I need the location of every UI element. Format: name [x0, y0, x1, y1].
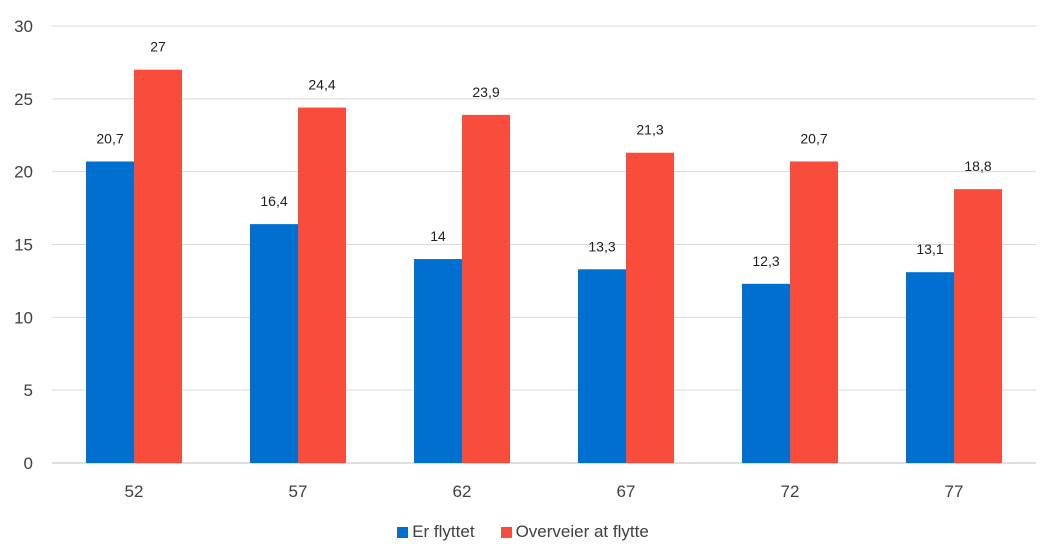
- data-label-er-flyttet-67: 13,3: [588, 238, 615, 254]
- x-axis-ticks: 52 57 62 67 72 77: [125, 482, 964, 501]
- bar-er-flyttet-52: [86, 161, 134, 463]
- data-label-overveier-at-flytte-67: 21,3: [636, 122, 663, 138]
- bar-er-flyttet-77: [906, 272, 954, 463]
- legend-item-er-flyttet: Er flyttet: [397, 522, 475, 542]
- bar-overveier-at-flytte-72: [790, 161, 838, 463]
- y-tick-label: 25: [14, 90, 33, 109]
- y-tick-label: 15: [14, 236, 33, 255]
- y-tick-label: 5: [24, 381, 33, 400]
- legend-swatch-er-flyttet: [397, 526, 409, 538]
- data-label-overveier-at-flytte-52: 27: [150, 39, 166, 55]
- legend-label-er-flyttet: Er flyttet: [412, 522, 475, 541]
- x-tick-label: 62: [453, 482, 472, 501]
- data-label-er-flyttet-62: 14: [430, 228, 446, 244]
- legend: Er flyttet Overveier at flytte: [0, 522, 1046, 542]
- bar-overveier-at-flytte-62: [462, 114, 510, 464]
- bar-overveier-at-flytte-77: [954, 189, 1002, 463]
- y-tick-label: 0: [24, 454, 33, 473]
- bar-chart: 0 5 10 15 20 25 30 20,7 27 16,4 24,4 14 23,9 13,3 21,…: [14, 17, 1036, 501]
- gridlines: [52, 25, 1036, 464]
- x-tick-label: 52: [125, 482, 144, 501]
- data-label-overveier-at-flytte-62: 23,9: [472, 84, 499, 100]
- data-label-er-flyttet-57: 16,4: [260, 193, 287, 209]
- data-label-er-flyttet-77: 13,1: [916, 241, 943, 257]
- data-label-er-flyttet-52: 20,7: [96, 130, 123, 146]
- x-tick-label: 67: [617, 482, 636, 501]
- data-labels: 20,7 27 16,4 24,4 14 23,9 13,3 21,3 12,3 20,7 13,1…: [96, 39, 991, 269]
- bar-overveier-at-flytte-52: [134, 69, 182, 463]
- bar-er-flyttet-62: [414, 259, 462, 463]
- bars: [86, 69, 1002, 464]
- data-label-overveier-at-flytte-72: 20,7: [800, 130, 827, 146]
- data-label-er-flyttet-72: 12,3: [752, 253, 779, 269]
- x-tick-label: 57: [289, 482, 308, 501]
- bar-overveier-at-flytte-57: [298, 107, 346, 463]
- y-tick-label: 10: [14, 308, 33, 327]
- bar-overveier-at-flytte-67: [626, 152, 674, 464]
- legend-swatch-overveier-at-flytte: [500, 526, 512, 538]
- legend-label-overveier-at-flytte: Overveier at flytte: [515, 522, 649, 541]
- y-axis-ticks: 0 5 10 15 20 25 30: [14, 17, 33, 473]
- x-tick-label: 72: [781, 482, 800, 501]
- y-tick-label: 30: [14, 17, 33, 36]
- bar-er-flyttet-57: [250, 224, 298, 463]
- data-label-overveier-at-flytte-77: 18,8: [964, 158, 991, 174]
- bar-er-flyttet-72: [742, 283, 790, 463]
- x-tick-label: 77: [945, 482, 964, 501]
- data-label-overveier-at-flytte-57: 24,4: [308, 77, 335, 93]
- legend-item-overveier-at-flytte: Overveier at flytte: [500, 522, 649, 542]
- bar-er-flyttet-67: [578, 269, 626, 463]
- y-tick-label: 20: [14, 163, 33, 182]
